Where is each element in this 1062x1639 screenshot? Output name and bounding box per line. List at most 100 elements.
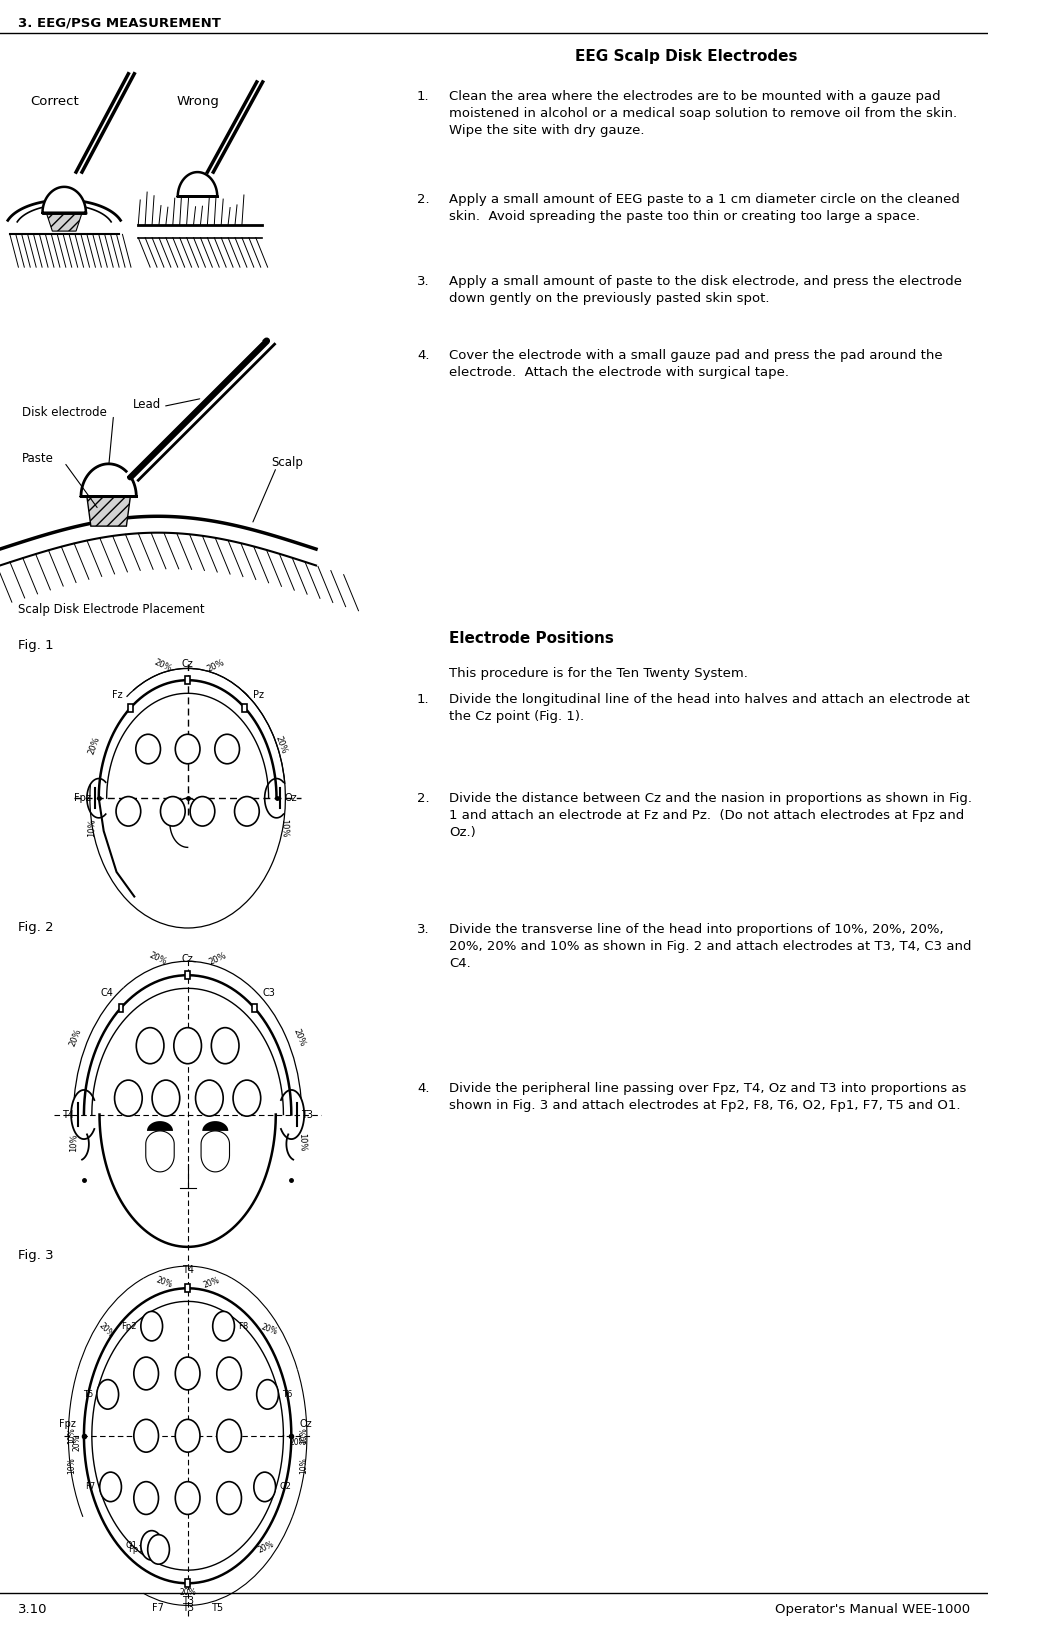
Text: Wrong: Wrong (176, 95, 219, 108)
Text: T5: T5 (83, 1390, 92, 1400)
Text: F8: F8 (238, 1321, 249, 1331)
Ellipse shape (141, 1311, 162, 1341)
Text: Scalp: Scalp (272, 456, 304, 469)
Text: Divide the peripheral line passing over Fpz, T4, Oz and T3 into proportions as
s: Divide the peripheral line passing over … (449, 1082, 966, 1111)
Ellipse shape (136, 1028, 164, 1064)
Text: Divide the distance between Cz and the nasion in proportions as shown in Fig.
1 : Divide the distance between Cz and the n… (449, 792, 973, 839)
Text: 3. EEG/PSG MEASUREMENT: 3. EEG/PSG MEASUREMENT (18, 16, 221, 30)
Text: 3.: 3. (417, 275, 430, 288)
Text: T3: T3 (302, 1110, 313, 1119)
Text: 20%: 20% (148, 951, 168, 967)
FancyBboxPatch shape (119, 1003, 123, 1011)
Text: O1: O1 (125, 1541, 137, 1550)
Text: EEG Scalp Disk Electrodes: EEG Scalp Disk Electrodes (576, 49, 798, 64)
Ellipse shape (235, 797, 259, 826)
Text: F7: F7 (152, 1603, 164, 1613)
Ellipse shape (152, 1080, 179, 1116)
Text: 20%: 20% (179, 1588, 196, 1598)
Text: Pz: Pz (253, 690, 263, 700)
Text: 20%: 20% (73, 1434, 82, 1451)
Text: 20%: 20% (87, 734, 102, 756)
Text: Clean the area where the electrodes are to be mounted with a gauze pad
moistened: Clean the area where the electrodes are … (449, 90, 958, 138)
FancyBboxPatch shape (185, 1580, 190, 1587)
Text: Fig. 3: Fig. 3 (18, 1249, 53, 1262)
Text: 10%: 10% (87, 818, 97, 838)
Ellipse shape (175, 734, 200, 764)
Ellipse shape (175, 1419, 200, 1452)
Text: T4: T4 (182, 1265, 193, 1275)
FancyBboxPatch shape (252, 1003, 257, 1011)
Text: Apply a small amount of EEG paste to a 1 cm diameter circle on the cleaned
skin.: Apply a small amount of EEG paste to a 1… (449, 193, 960, 223)
Ellipse shape (195, 1080, 223, 1116)
Polygon shape (145, 1131, 174, 1172)
Ellipse shape (233, 1080, 260, 1116)
Ellipse shape (136, 734, 160, 764)
FancyBboxPatch shape (185, 675, 190, 685)
Ellipse shape (212, 1311, 235, 1341)
Text: C3: C3 (262, 988, 275, 998)
Ellipse shape (215, 734, 240, 764)
Text: 20%: 20% (259, 1323, 278, 1337)
Text: 10%: 10% (69, 1133, 79, 1152)
Ellipse shape (217, 1482, 241, 1514)
Ellipse shape (100, 1472, 121, 1501)
Ellipse shape (175, 1357, 200, 1390)
Text: Fp2: Fp2 (121, 1321, 137, 1331)
Text: 2.: 2. (417, 193, 430, 207)
Text: 10%: 10% (299, 1457, 308, 1473)
Text: Cz: Cz (182, 954, 193, 964)
FancyBboxPatch shape (185, 1285, 190, 1292)
Text: Fpz: Fpz (59, 1419, 76, 1429)
Text: 20%: 20% (256, 1539, 275, 1554)
Text: 20%: 20% (154, 1275, 173, 1290)
Text: 3.10: 3.10 (18, 1603, 48, 1616)
Text: Cz: Cz (182, 659, 193, 669)
Text: 10%: 10% (67, 1428, 76, 1444)
Text: C4: C4 (100, 988, 113, 998)
Text: 20%: 20% (290, 1437, 306, 1447)
Ellipse shape (174, 1028, 202, 1064)
Text: 10%: 10% (297, 1133, 307, 1152)
Ellipse shape (134, 1419, 158, 1452)
Ellipse shape (115, 1080, 142, 1116)
Text: T3: T3 (182, 1596, 193, 1606)
Polygon shape (47, 213, 82, 231)
Text: Fig. 1: Fig. 1 (18, 639, 53, 652)
Polygon shape (177, 172, 218, 197)
Text: T4: T4 (62, 1110, 74, 1119)
Text: 20%: 20% (292, 1028, 307, 1049)
Text: This procedure is for the Ten Twenty System.: This procedure is for the Ten Twenty Sys… (449, 667, 749, 680)
Text: Fp1: Fp1 (129, 1546, 143, 1554)
Text: 2.: 2. (417, 792, 430, 805)
Text: Paste: Paste (21, 452, 53, 465)
Ellipse shape (134, 1357, 158, 1390)
Polygon shape (147, 1121, 173, 1131)
Text: 20%: 20% (202, 1275, 221, 1290)
Text: 20%: 20% (205, 657, 225, 674)
Ellipse shape (217, 1419, 241, 1452)
Polygon shape (201, 1131, 229, 1172)
Text: 4.: 4. (417, 1082, 430, 1095)
Ellipse shape (134, 1482, 158, 1514)
Polygon shape (87, 497, 131, 526)
Text: 1.: 1. (417, 693, 430, 706)
Text: Scalp Disk Electrode Placement: Scalp Disk Electrode Placement (18, 603, 204, 616)
Text: Fig. 2: Fig. 2 (18, 921, 53, 934)
Text: 20%: 20% (207, 951, 227, 967)
Text: Operator's Manual WEE-1000: Operator's Manual WEE-1000 (774, 1603, 970, 1616)
Text: T6: T6 (282, 1390, 293, 1400)
Ellipse shape (175, 1482, 200, 1514)
Text: Apply a small amount of paste to the disk electrode, and press the electrode
dow: Apply a small amount of paste to the dis… (449, 275, 962, 305)
Ellipse shape (217, 1357, 241, 1390)
Text: Divide the transverse line of the head into proportions of 10%, 20%, 20%,
20%, 2: Divide the transverse line of the head i… (449, 923, 972, 970)
FancyBboxPatch shape (129, 703, 133, 711)
Polygon shape (81, 464, 136, 497)
Text: 20%: 20% (274, 734, 289, 756)
Ellipse shape (211, 1028, 239, 1064)
Text: Correct: Correct (30, 95, 79, 108)
Text: 20%: 20% (153, 657, 173, 674)
Text: O2: O2 (279, 1482, 291, 1491)
Text: 10%: 10% (67, 1457, 76, 1473)
Text: Lead: Lead (134, 398, 161, 411)
Ellipse shape (257, 1380, 278, 1410)
